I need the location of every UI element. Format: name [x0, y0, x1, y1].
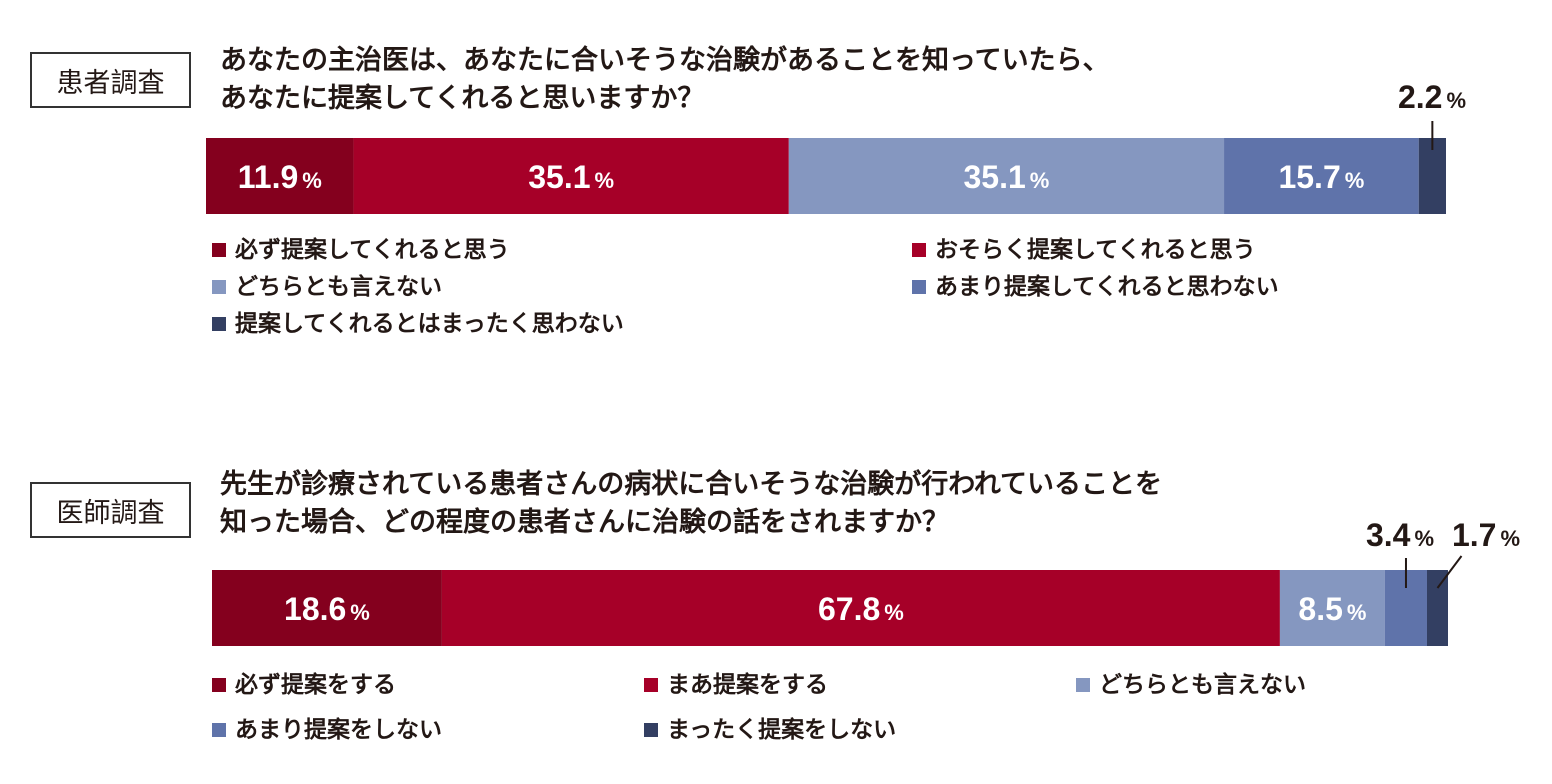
legend-item: まあ提案をする	[644, 665, 828, 699]
bar-segment	[206, 138, 354, 214]
legend-item: おそらく提案してくれると思う	[912, 230, 1256, 264]
stacked-bar-plot: 11.9% 35.1% 35.1% 15.7 % 2.2%	[206, 79, 1466, 214]
legend-swatch	[912, 243, 926, 257]
doctor-survey-chart: 医師調査 先生が診療されている患者さんの病状に合いそうな治験が行われていることを…	[0, 400, 1552, 784]
data-label: 3.4%	[1366, 517, 1434, 553]
legend-item: あまり提案してくれると思わない	[912, 267, 1279, 301]
legend-item: 必ず提案をする	[212, 665, 396, 699]
bar-segment	[212, 570, 442, 646]
legend-swatch	[1076, 678, 1090, 692]
legend-swatch	[212, 280, 226, 294]
data-label: 2.2%	[1398, 79, 1466, 115]
data-label: 15.7%	[1278, 159, 1364, 195]
legend-item: どちらとも言えない	[1076, 665, 1306, 699]
legend-label: どちらとも言えない	[1099, 672, 1306, 698]
chart-title-line: 知った場合、どの程度の患者さんに治験の話をされますか？	[220, 507, 949, 538]
chart-title: あなたの主治医は、あなたに合いそうな治験があることを知っていたら、 あなたに提案…	[220, 42, 1110, 118]
survey-badge: 患者調査	[30, 52, 191, 108]
data-label: 35.1%	[963, 159, 1049, 195]
bar-segment	[1418, 138, 1446, 214]
bar-segment	[1224, 138, 1419, 214]
legend-swatch	[212, 243, 226, 257]
legend-item: 必ず提案してくれると思う	[212, 230, 510, 264]
legend-swatch	[644, 678, 658, 692]
legend-swatch	[212, 723, 226, 737]
bar-segment	[1279, 570, 1385, 646]
legend-label: 提案してくれるとはまったく思わない	[235, 311, 624, 337]
chart-title-line: あなたに提案してくれると思いますか？	[220, 83, 705, 114]
data-label: 18.6%	[284, 591, 370, 627]
legend-item: 提案してくれるとはまったく思わない	[212, 304, 624, 338]
legend-swatch	[912, 280, 926, 294]
legend-item: まったく提案をしない	[644, 710, 896, 744]
bar-segment	[353, 138, 789, 214]
legend-label: 必ず提案してくれると思う	[235, 237, 510, 263]
data-label: 67.8%	[818, 591, 904, 627]
legend-label: まったく提案をしない	[667, 717, 897, 743]
legend-swatch	[212, 678, 226, 692]
legend-item: どちらとも言えない	[212, 267, 442, 301]
legend-swatch	[644, 723, 658, 737]
chart-title-line: 先生が診療されている患者さんの病状に合いそうな治験が行われていることを	[220, 469, 1163, 500]
data-label: 8.5%	[1298, 591, 1366, 627]
patient-survey-chart: 患者調査 あなたの主治医は、あなたに合いそうな治験があることを知っていたら、 あ…	[0, 0, 1552, 380]
chart-title: 先生が診療されている患者さんの病状に合いそうな治験が行われていることを 知った場…	[220, 466, 1162, 542]
stacked-bar-plot: 18.6% 67.8% 8.5 % 3.4% 1.7%	[212, 517, 1520, 646]
bar-segment	[441, 570, 1280, 646]
data-label: 35.1%	[528, 159, 614, 195]
bar-segment	[788, 138, 1225, 214]
legend-swatch	[212, 317, 226, 331]
legend-label: あまり提案してくれると思わない	[935, 274, 1279, 300]
legend-label: まあ提案をする	[667, 672, 828, 698]
data-label: 1.7%	[1452, 517, 1520, 553]
chart-title-line: あなたの主治医は、あなたに合いそうな治験があることを知っていたら、	[220, 45, 1110, 76]
data-label: 11.9%	[238, 159, 322, 195]
survey-badge: 医師調査	[30, 482, 191, 538]
leader-line	[1436, 555, 1463, 589]
legend-label: おそらく提案してくれると思う	[935, 237, 1256, 263]
legend-label: どちらとも言えない	[235, 274, 442, 300]
legend-label: 必ず提案をする	[235, 672, 396, 698]
legend-label: あまり提案をしない	[235, 717, 442, 743]
legend-item: あまり提案をしない	[212, 710, 442, 744]
bar-segment	[1426, 570, 1448, 646]
